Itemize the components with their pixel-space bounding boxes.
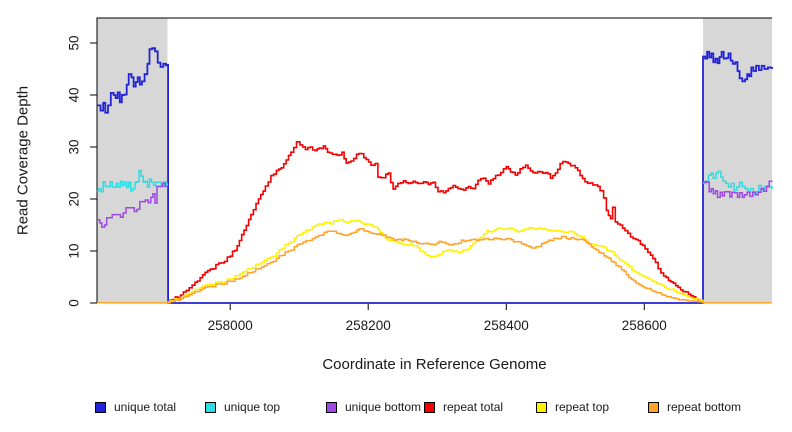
legend-item-repeat-total: repeat total [424, 399, 503, 415]
y-tick-label: 40 [67, 87, 82, 102]
legend-label: repeat total [443, 400, 504, 414]
series-line-unique-bottom [97, 182, 169, 228]
x-tick-label: 258200 [346, 318, 391, 333]
legend-item-repeat-top: repeat top [536, 399, 609, 415]
series-line-unique-top [703, 170, 773, 196]
y-tick-label: 30 [67, 139, 82, 154]
legend-swatch [424, 401, 435, 413]
legend-item-unique-bottom: unique bottom [326, 399, 421, 415]
legend-swatch [205, 401, 216, 413]
series-line-unique-bottom [703, 180, 773, 199]
shaded-region [97, 18, 168, 303]
series-line-unique-total [97, 47, 773, 304]
x-tick-label: 258400 [484, 318, 529, 333]
y-tick-label: 0 [67, 299, 82, 307]
legend-swatch [95, 401, 106, 413]
x-axis-title: Coordinate in Reference Genome [322, 356, 547, 373]
legend-item-unique-total: unique total [95, 399, 176, 415]
legend-item-unique-top: unique top [205, 399, 280, 415]
y-axis-title: Read Coverage Depth [14, 85, 32, 236]
plot-border [96, 17, 772, 304]
y-tick-label: 10 [67, 243, 82, 258]
y-tick-label: 50 [67, 35, 82, 50]
legend: unique total unique top unique bottom repea… [0, 399, 792, 419]
series-line-repeat-bottom [97, 227, 772, 304]
legend-swatch [648, 401, 659, 413]
legend-label: repeat top [555, 400, 610, 414]
series-line-unique-top [97, 169, 169, 193]
series-line-repeat-total [167, 141, 704, 303]
legend-swatch [326, 401, 337, 413]
y-tick-label: 20 [67, 191, 82, 206]
x-tick-label: 258600 [622, 318, 667, 333]
legend-item-repeat-bottom: repeat bottom [648, 399, 741, 415]
series-line-repeat-top [167, 219, 704, 303]
legend-label: repeat bottom [667, 400, 742, 414]
legend-label: unique total [114, 400, 177, 414]
x-tick-label: 258000 [208, 318, 253, 333]
legend-label: unique bottom [345, 400, 422, 414]
legend-swatch [536, 401, 547, 413]
legend-label: unique top [224, 400, 281, 414]
